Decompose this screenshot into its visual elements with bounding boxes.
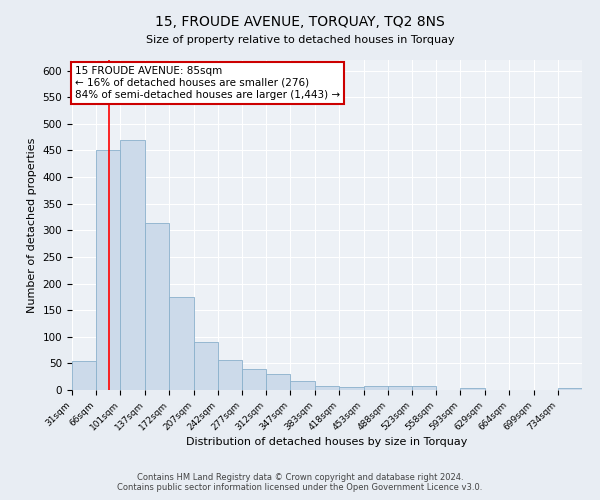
Bar xyxy=(242,368,266,390)
Bar xyxy=(558,388,582,390)
Y-axis label: Number of detached properties: Number of detached properties xyxy=(27,138,37,312)
Bar xyxy=(121,140,145,390)
Bar xyxy=(96,150,121,390)
Text: 15 FROUDE AVENUE: 85sqm
← 16% of detached houses are smaller (276)
84% of semi-d: 15 FROUDE AVENUE: 85sqm ← 16% of detache… xyxy=(75,66,340,100)
Text: Contains HM Land Registry data © Crown copyright and database right 2024.
Contai: Contains HM Land Registry data © Crown c… xyxy=(118,473,482,492)
X-axis label: Distribution of detached houses by size in Torquay: Distribution of detached houses by size … xyxy=(187,438,467,448)
Bar xyxy=(412,386,436,390)
Bar xyxy=(266,374,290,390)
Text: 15, FROUDE AVENUE, TORQUAY, TQ2 8NS: 15, FROUDE AVENUE, TORQUAY, TQ2 8NS xyxy=(155,15,445,29)
Bar xyxy=(315,386,340,390)
Text: Size of property relative to detached houses in Torquay: Size of property relative to detached ho… xyxy=(146,35,454,45)
Bar xyxy=(340,388,364,390)
Bar xyxy=(290,382,315,390)
Bar xyxy=(460,388,485,390)
Bar xyxy=(364,386,388,390)
Bar xyxy=(169,297,194,390)
Bar xyxy=(388,386,412,390)
Bar xyxy=(72,360,96,390)
Bar xyxy=(218,360,242,390)
Bar xyxy=(145,224,169,390)
Bar xyxy=(194,342,218,390)
